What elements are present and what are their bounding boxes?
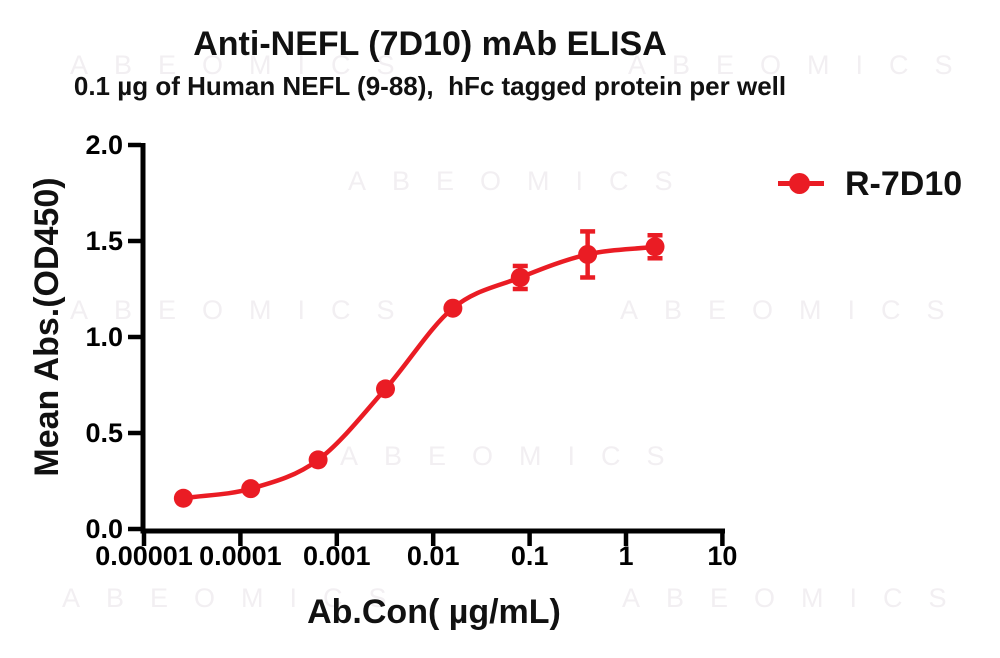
watermark: ABEOMICS	[620, 295, 971, 325]
data-point	[308, 450, 328, 470]
y-tick-label: 0.0	[85, 514, 123, 544]
y-tick-label: 0.5	[85, 418, 123, 448]
watermark: ABEOMICS	[340, 441, 691, 471]
watermark: ABEOMICS	[70, 295, 421, 325]
chart-title: Anti-NEFL (7D10) mAb ELISA	[193, 25, 667, 63]
data-point	[173, 488, 193, 508]
legend-label: R-7D10	[845, 165, 963, 203]
x-tick-label: 0.01	[407, 541, 460, 571]
watermark: ABEOMICS	[62, 583, 413, 613]
x-tick-label: 0.0001	[199, 541, 282, 571]
chart-subtitle: 0.1 µg of Human NEFL (9-88), hFc tagged …	[73, 71, 787, 101]
y-axis-title: Mean Abs.(OD450)	[28, 177, 66, 477]
watermark: ABEOMICS	[348, 166, 699, 196]
x-tick-label: 0.00001	[95, 541, 193, 571]
data-point	[645, 237, 665, 257]
y-tick-label: 1.0	[85, 322, 123, 352]
y-tick-label: 2.0	[85, 130, 123, 160]
x-tick-label: 0.1	[511, 541, 549, 571]
x-axis-title: Ab.Con( µg/mL)	[307, 593, 561, 631]
data-point	[241, 479, 261, 499]
watermark: ABEOMICS	[622, 583, 973, 613]
watermark: ABEOMICS	[70, 50, 421, 80]
y-tick-label: 1.5	[85, 226, 123, 256]
data-point	[443, 298, 463, 318]
watermark: ABEOMICS	[628, 50, 979, 80]
legend: R-7D10	[778, 163, 962, 205]
data-point	[510, 267, 530, 287]
data-point	[578, 244, 598, 264]
x-tick-label: 10	[707, 541, 737, 571]
legend-dot-icon	[789, 173, 810, 194]
x-tick-label: 1	[618, 541, 633, 571]
x-tick-label: 0.001	[303, 541, 371, 571]
fit-curve	[181, 244, 658, 501]
data-point	[375, 379, 395, 399]
legend-marker	[778, 163, 824, 205]
